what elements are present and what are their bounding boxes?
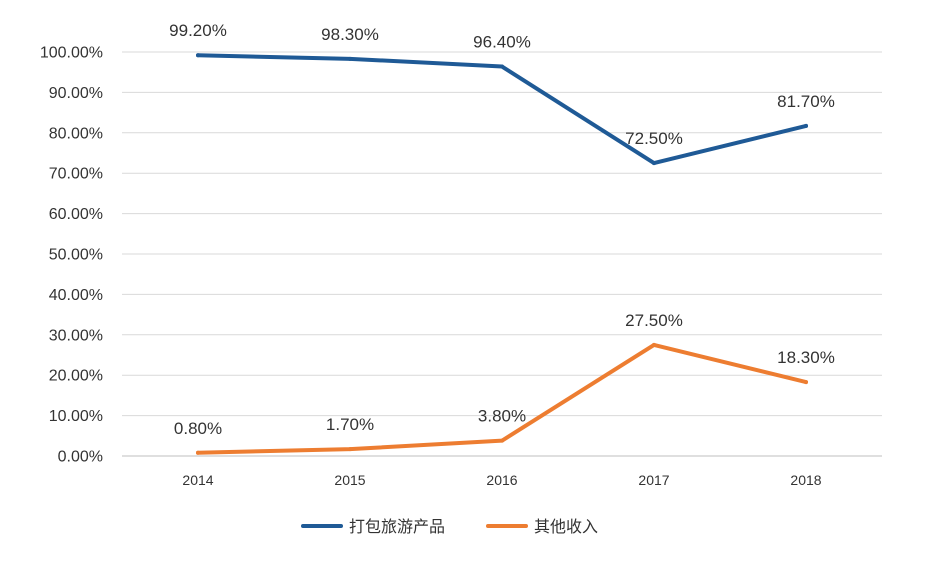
legend-label: 其他收入 (534, 518, 598, 536)
x-tick-label: 2014 (182, 472, 213, 488)
x-tick-label: 2015 (334, 472, 365, 488)
x-tick-label: 2018 (790, 472, 821, 488)
x-axis-ticks: 2014 2015 2016 2017 2018 (182, 472, 821, 488)
y-tick-label: 50.00% (49, 247, 103, 264)
data-label: 18.30% (777, 348, 835, 367)
data-point (804, 123, 808, 128)
data-labels-group: 99.20% 98.30% 96.40% 72.50% 81.70% 0.80% 1.70%… (169, 21, 835, 438)
y-tick-label: 60.00% (49, 206, 103, 223)
data-label: 0.80% (174, 419, 222, 438)
data-label: 99.20% (169, 21, 227, 40)
legend: 打包旅游产品 其他收入 (301, 518, 598, 536)
y-tick-label: 80.00% (49, 125, 103, 142)
data-point (652, 161, 656, 166)
series-group (196, 53, 808, 455)
data-point (804, 380, 808, 385)
data-label: 1.70% (326, 415, 374, 434)
data-point (196, 450, 200, 455)
legend-label: 打包旅游产品 (349, 518, 445, 536)
y-tick-label: 90.00% (49, 85, 103, 102)
y-axis-ticks: 0.00% 10.00% 20.00% 30.00% 40.00% 50.00% 60.00… (40, 45, 103, 466)
data-point (348, 56, 352, 61)
data-label: 72.50% (625, 129, 683, 148)
data-label: 81.70% (777, 92, 835, 111)
data-point (500, 438, 504, 443)
y-tick-label: 100.00% (40, 45, 103, 62)
data-label: 3.80% (478, 407, 526, 426)
x-tick-label: 2016 (486, 472, 517, 488)
series-line-2 (196, 342, 808, 455)
series-line-1 (196, 53, 808, 166)
x-tick-label: 2017 (638, 472, 669, 488)
data-point (500, 64, 504, 69)
y-tick-label: 0.00% (58, 449, 103, 466)
y-tick-label: 40.00% (49, 287, 103, 304)
y-tick-label: 70.00% (49, 166, 103, 183)
data-label: 98.30% (321, 25, 379, 44)
data-point (196, 53, 200, 58)
data-label: 27.50% (625, 311, 683, 330)
y-tick-label: 10.00% (49, 408, 103, 425)
data-point (348, 447, 352, 452)
y-tick-label: 30.00% (49, 327, 103, 344)
data-label: 96.40% (473, 33, 531, 52)
data-point (652, 342, 656, 347)
y-tick-label: 20.00% (49, 368, 103, 385)
grid-lines (122, 51, 882, 457)
